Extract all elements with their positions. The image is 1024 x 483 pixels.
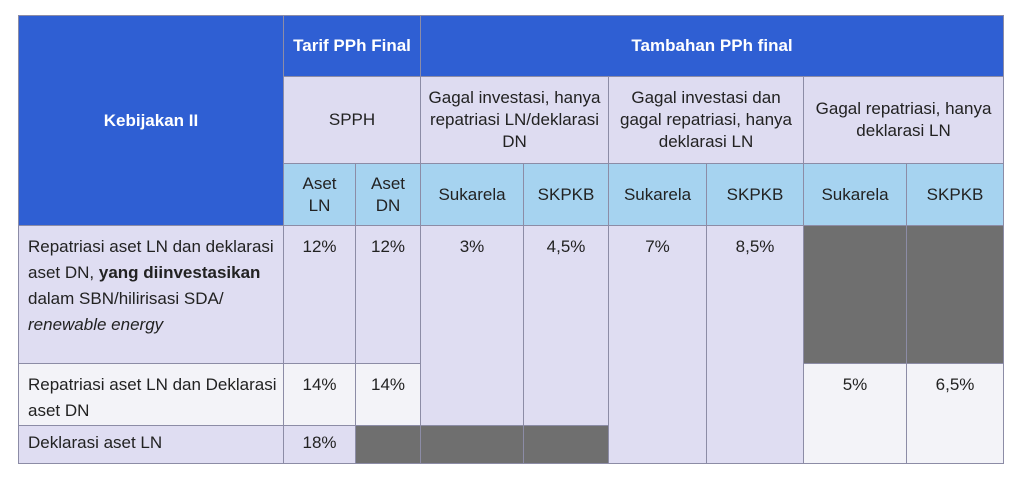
header-cell: Kebijakan II (18, 15, 284, 226)
subheader-cell: Aset LN (283, 163, 356, 226)
label-bold: yang diinvestasikan (98, 263, 261, 282)
cell: 14% (354, 363, 422, 426)
row-label: Repatriasi aset LN dan deklarasi aset DN… (18, 225, 284, 364)
cell: 3% (420, 225, 525, 426)
empty-cell (906, 225, 1005, 364)
cell: 6,5% (906, 363, 1005, 464)
cell: 18% (283, 425, 356, 464)
subheader-cell: SKPKB (906, 163, 1005, 226)
header-cell: Gagal repatriasi, hanya deklarasi LN (803, 76, 1005, 164)
header-cell: Tarif PPh Final (282, 15, 422, 77)
empty-cell (803, 225, 908, 364)
subheader-cell: Sukarela (420, 163, 525, 226)
empty-cell (420, 425, 525, 464)
label-italic: renewable energy (28, 315, 164, 334)
row-label: Repatriasi aset LN dan Deklarasi aset DN (18, 363, 284, 426)
label-text: dalam SBN/hilirisasi SDA/ (28, 289, 224, 308)
cell: 5% (803, 363, 908, 464)
subheader-cell: Sukarela (608, 163, 708, 226)
cell: 12% (354, 225, 422, 364)
cell: 14% (283, 363, 356, 426)
policy-table: Kebijakan II Tarif PPh Final Tambahan PP… (18, 15, 1005, 464)
subheader-cell: Sukarela (803, 163, 908, 226)
cell: 4,5% (523, 225, 610, 426)
cell: 12% (283, 225, 356, 364)
empty-cell (354, 425, 422, 464)
empty-cell (523, 425, 610, 464)
header-cell: Tambahan PPh final (420, 15, 1005, 77)
header-cell: Gagal investasi, hanya repatriasi LN/dek… (420, 76, 610, 164)
label-text: Repatriasi aset LN dan deklarasi aset DN… (28, 237, 274, 282)
subheader-cell: SKPKB (523, 163, 610, 226)
row-label: Deklarasi aset LN (18, 425, 284, 464)
cell: 8,5% (706, 225, 805, 464)
cell: 7% (608, 225, 708, 464)
subheader-cell: SKPKB (706, 163, 805, 226)
subheader-cell: Aset DN (354, 163, 422, 226)
header-cell: SPPH (282, 76, 422, 164)
header-cell: Gagal investasi dan gagal repatriasi, ha… (608, 76, 805, 164)
